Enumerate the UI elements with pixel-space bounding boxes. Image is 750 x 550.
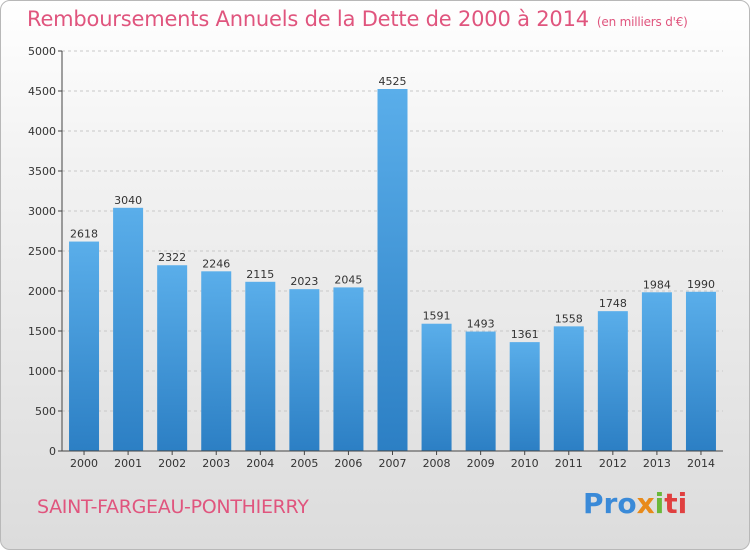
bars: 2618 3040 2322 2246 2115 2023 2045 4525 1591 1493… xyxy=(69,75,716,451)
y-tick-label: 2000 xyxy=(28,285,56,298)
chart-unit: (en milliers d'€) xyxy=(596,15,688,29)
bar-value-label: 1591 xyxy=(423,310,451,323)
x-tick-label: 2000 xyxy=(70,457,98,470)
bar-value-label: 2618 xyxy=(70,228,98,241)
y-tick-label: 2500 xyxy=(28,245,56,258)
x-tick-label: 2009 xyxy=(467,457,495,470)
bar-value-label: 2023 xyxy=(290,275,318,288)
bar-value-label: 2045 xyxy=(334,273,362,286)
bar xyxy=(465,331,496,451)
x-tick-label: 2014 xyxy=(687,457,715,470)
bar xyxy=(157,265,188,451)
x-tick-label: 2001 xyxy=(114,457,142,470)
bar xyxy=(113,207,144,451)
x-tick-label: 2002 xyxy=(158,457,186,470)
x-tick-label: 2003 xyxy=(202,457,230,470)
x-tick-label: 2011 xyxy=(555,457,583,470)
bar-value-label: 1748 xyxy=(599,297,627,310)
x-tick-label: 2010 xyxy=(511,457,539,470)
bar-value-label: 4525 xyxy=(379,75,407,88)
bar-value-label: 2115 xyxy=(246,268,274,281)
bar xyxy=(509,342,540,451)
bar-value-label: 2246 xyxy=(202,257,230,270)
y-tick-label: 5000 xyxy=(28,45,56,58)
chart-title-text: Remboursements Annuels de la Dette de 20… xyxy=(27,7,589,31)
logo-part-2: x xyxy=(636,487,655,520)
y-tick-label: 4500 xyxy=(28,85,56,98)
bar xyxy=(421,323,452,451)
bar xyxy=(289,289,320,451)
bar-value-label: 1493 xyxy=(467,318,495,331)
y-tick-label: 3500 xyxy=(28,165,56,178)
axes: 0 500 1000 1500 2000 2500 3000 3500 4000 4500 5000… xyxy=(28,45,723,470)
y-tick-label: 1000 xyxy=(28,365,56,378)
y-tick-label: 4000 xyxy=(28,125,56,138)
y-tick-label: 500 xyxy=(35,405,56,418)
bar-value-label: 1984 xyxy=(643,278,671,291)
bar-value-label: 1990 xyxy=(687,278,715,291)
proxiti-logo: Proxiti xyxy=(583,487,687,520)
bar-value-label: 3040 xyxy=(114,194,142,207)
city-name: SAINT-FARGEAU-PONTHIERRY xyxy=(37,496,309,518)
x-tick-label: 2012 xyxy=(599,457,627,470)
bar xyxy=(201,271,232,451)
chart-title: Remboursements Annuels de la Dette de 20… xyxy=(27,7,688,31)
bar-value-label: 1558 xyxy=(555,312,583,325)
x-tick-label: 2013 xyxy=(643,457,671,470)
bar xyxy=(69,241,100,451)
y-tick-label: 0 xyxy=(49,445,56,458)
bar xyxy=(641,292,672,451)
bar xyxy=(333,287,364,451)
bar xyxy=(685,291,716,451)
bar-value-label: 2322 xyxy=(158,251,186,264)
bar xyxy=(377,89,408,451)
bar xyxy=(553,326,584,451)
y-tick-label: 1500 xyxy=(28,325,56,338)
bar xyxy=(245,281,276,451)
x-tick-label: 2005 xyxy=(290,457,318,470)
x-tick-label: 2006 xyxy=(334,457,362,470)
x-tick-label: 2004 xyxy=(246,457,274,470)
y-tick-label: 3000 xyxy=(28,205,56,218)
x-tick-label: 2007 xyxy=(379,457,407,470)
logo-part-1: Pro xyxy=(583,487,637,520)
logo-part-4: ti xyxy=(664,487,688,520)
x-tick-label: 2008 xyxy=(423,457,451,470)
bar-value-label: 1361 xyxy=(511,328,539,341)
logo-part-3: i xyxy=(654,487,665,520)
bar xyxy=(597,311,628,451)
